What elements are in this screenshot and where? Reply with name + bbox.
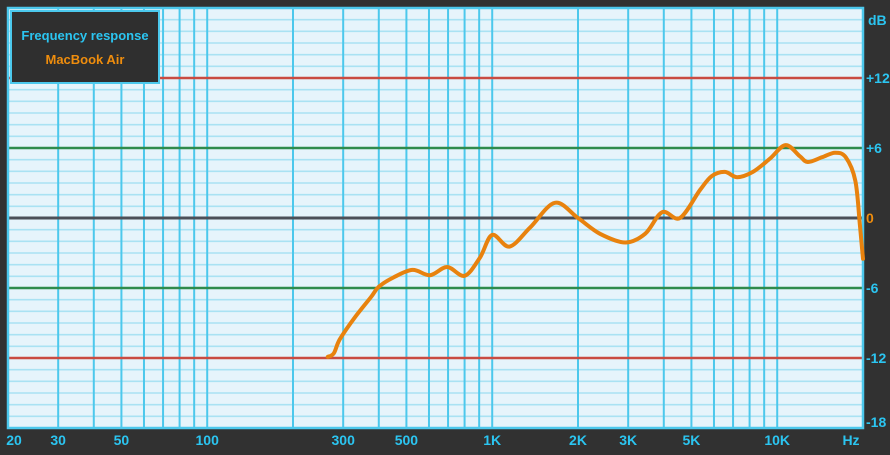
y-tick-label: -12 xyxy=(866,350,886,366)
y-tick-label: +6 xyxy=(866,140,882,156)
x-tick-label: 5K xyxy=(682,432,700,448)
x-tick-label: 10K xyxy=(764,432,790,448)
x-tick-label: 500 xyxy=(395,432,419,448)
x-tick-label: 100 xyxy=(196,432,220,448)
x-axis-labels: 20 30 50 100 300 500 1K 2K 3K 5K 10K Hz xyxy=(6,432,859,448)
grid-minor-horizontal-lines xyxy=(8,18,863,418)
y-tick-label: 0 xyxy=(866,210,874,226)
grid-major-horizontal-lines xyxy=(8,76,863,360)
x-tick-label: 3K xyxy=(619,432,637,448)
frequency-response-curve xyxy=(325,143,865,359)
legend-series-name: MacBook Air xyxy=(45,51,125,67)
x-tick-label: 300 xyxy=(332,432,356,448)
x-tick-label: 20 xyxy=(6,432,22,448)
y-axis-title: dB xyxy=(868,12,887,28)
x-axis-unit-label: Hz xyxy=(842,432,859,448)
x-tick-label: 30 xyxy=(50,432,66,448)
plot-border xyxy=(6,6,865,430)
legend-box: Frequency response MacBook Air xyxy=(10,10,160,84)
y-axis-labels: dB +12 +6 0 -6 -12 -18 xyxy=(866,12,890,430)
x-tick-label: 1K xyxy=(483,432,501,448)
chart-title: Frequency response xyxy=(21,27,149,43)
y-tick-label: +12 xyxy=(866,70,890,86)
x-tick-label: 2K xyxy=(569,432,587,448)
y-tick-label: -18 xyxy=(866,414,886,430)
y-tick-label: -6 xyxy=(866,280,879,296)
x-tick-label: 50 xyxy=(114,432,130,448)
